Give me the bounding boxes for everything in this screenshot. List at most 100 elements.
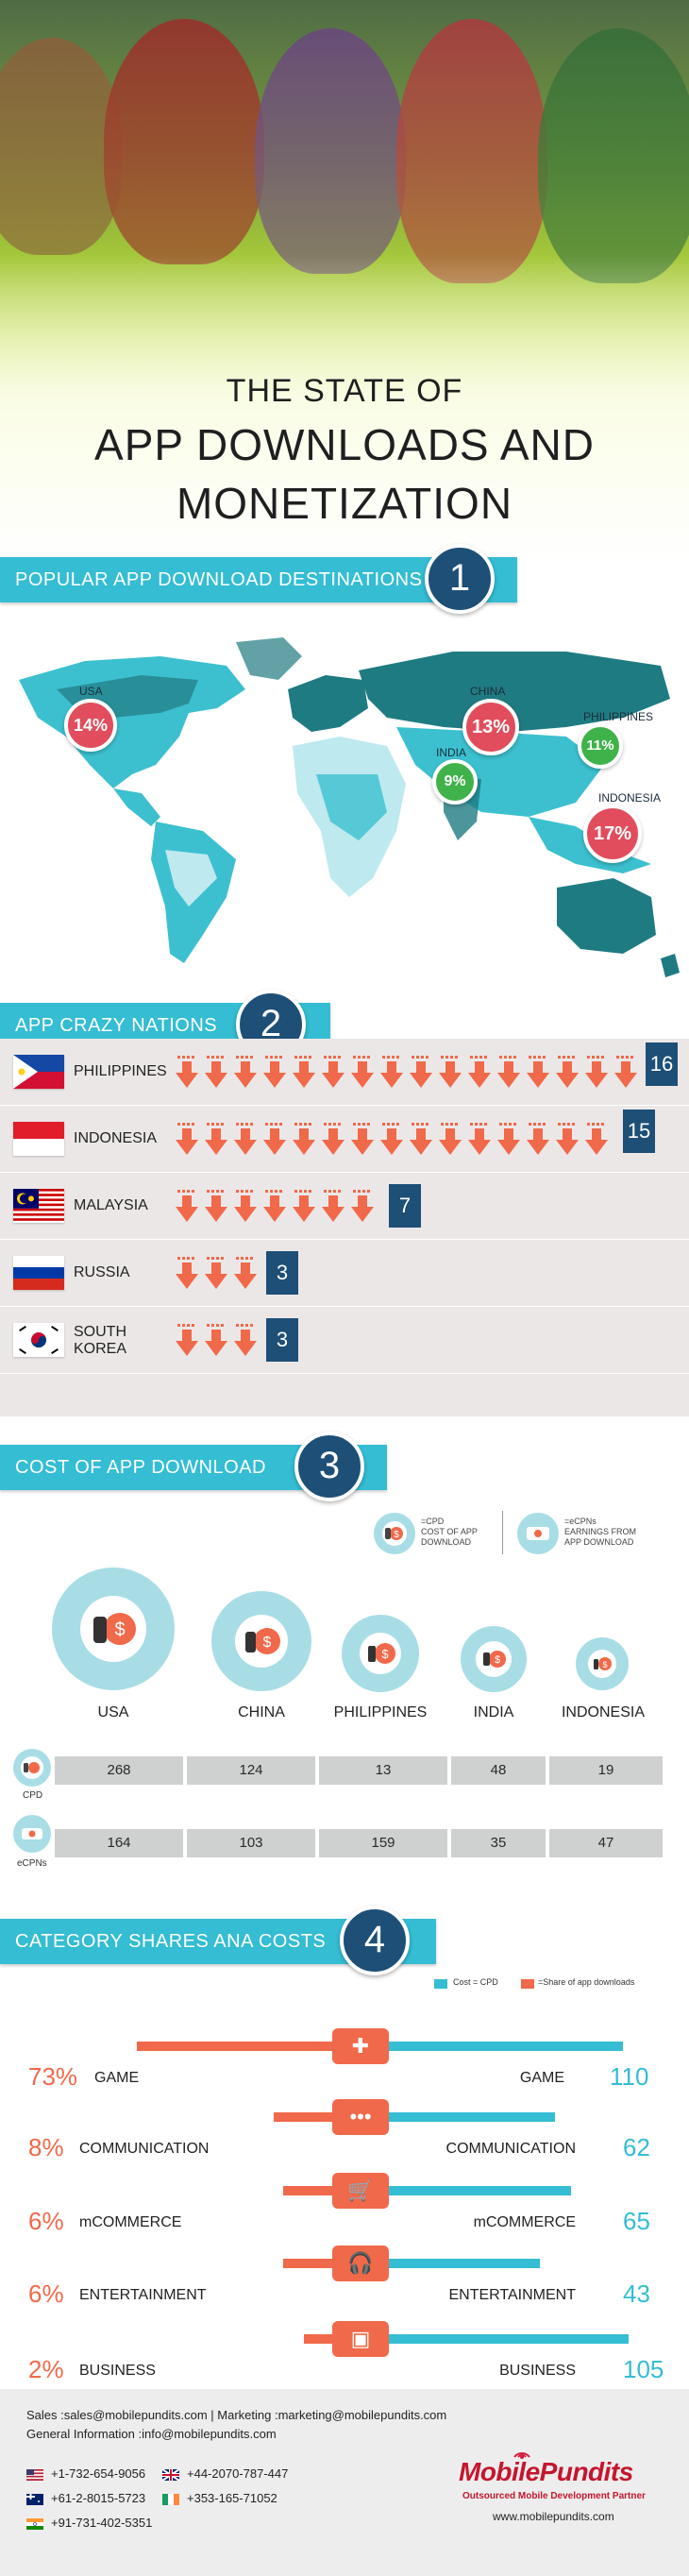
us-flag-icon (26, 2468, 43, 2481)
cpd-legend-line2: COST OF APP (421, 1527, 478, 1536)
cart-icon: 🛒 (332, 2173, 389, 2209)
category-name-left: BUSINESS (79, 2363, 156, 2379)
money-hand-icon: $ (594, 1657, 612, 1670)
ecpn-row-label: eCPNs (17, 1858, 47, 1869)
download-arrow-icon (176, 1123, 198, 1157)
map-bubble-philippines: 11% (578, 723, 623, 769)
brand-logo: MobilePundits (459, 2457, 633, 2486)
svg-text:$: $ (381, 1647, 389, 1661)
nation-row-malaysia: MALAYSIA 7 (0, 1173, 689, 1240)
indonesia-flag-icon (13, 1122, 64, 1156)
cost-country-label: INDIA (473, 1704, 514, 1720)
download-arrow-icon (234, 1324, 257, 1358)
category-name-right: COMMUNICATION (445, 2141, 576, 2157)
ecpn-cell: 103 (187, 1829, 315, 1857)
category-row: 🛒 6% mCOMMERCE mCOMMERCE 65 (0, 2173, 689, 2241)
cost-country-label: CHINA (238, 1704, 285, 1720)
download-arrow-icon (234, 1123, 257, 1157)
category-row: 🎧 6% ENTERTAINMENT ENTERTAINMENT 43 (0, 2246, 689, 2313)
phone-ie: +353-165-71052 (162, 2491, 277, 2505)
brand-website[interactable]: www.mobilepundits.com (493, 2510, 614, 2523)
download-arrow-icon (380, 1123, 403, 1157)
legend-swatch-share (521, 1979, 534, 1989)
share-bar (283, 2186, 361, 2195)
uk-flag-icon (161, 2467, 180, 2482)
category-share: 2% (28, 2355, 64, 2383)
nation-row-indonesia: INDONESIA 15 (0, 1106, 689, 1173)
phone-us-text: +1-732-654-9056 (51, 2466, 146, 2481)
section-3-title: COST OF APP DOWNLOAD (15, 1457, 266, 1478)
cost-bar (361, 2334, 629, 2344)
svg-text:$: $ (602, 1660, 607, 1669)
nation-row-philippines: PHILIPPINES 16 (0, 1039, 689, 1106)
download-arrow-icon (293, 1123, 315, 1157)
download-arrow-icon (468, 1123, 491, 1157)
download-arrow-icon (410, 1056, 432, 1090)
cpd-cell: 124 (187, 1756, 315, 1785)
category-share: 6% (28, 2279, 64, 2308)
download-arrow-icon (497, 1123, 520, 1157)
ecpn-cell: 47 (549, 1829, 663, 1857)
download-arrow-icon (322, 1123, 344, 1157)
malaysia-flag-icon (13, 1189, 64, 1223)
download-arrow-icon (322, 1056, 344, 1090)
section-4-title: CATEGORY SHARES ANA COSTS (15, 1931, 327, 1952)
brand-tagline: Outsourced Mobile Development Partner (462, 2491, 646, 2501)
nation-name-line1: SOUTH (74, 1324, 126, 1340)
signal-icon (510, 2444, 534, 2461)
category-cost: 105 (623, 2355, 664, 2383)
download-arrow-icon (614, 1056, 637, 1090)
nation-name: MALAYSIA (74, 1197, 148, 1213)
hero-title-line1: THE STATE OF (226, 373, 463, 409)
nation-count: 16 (646, 1042, 678, 1086)
nation-count: 7 (389, 1184, 421, 1228)
money-hand-icon: $ (483, 1651, 506, 1668)
download-arrow-icon (293, 1056, 315, 1090)
cpd-row-label: CPD (23, 1790, 43, 1801)
download-arrow-icon (263, 1190, 286, 1224)
legend-divider (502, 1511, 503, 1554)
phone-au: +61-2-8015-5723 (26, 2491, 145, 2505)
phone-in-text: +91-731-402-5351 (51, 2516, 153, 2530)
russia-flag-icon (13, 1256, 64, 1290)
hero-banner: THE STATE OF APP DOWNLOADS AND MONETIZAT… (0, 0, 689, 567)
cpd-cell: 19 (549, 1756, 663, 1785)
cost-bar (361, 2112, 555, 2122)
download-arrow-icon (497, 1056, 520, 1090)
phone-au-text: +61-2-8015-5723 (51, 2491, 146, 2505)
phone-uk-text: +44-2070-787-447 (187, 2466, 289, 2481)
download-arrow-icon (234, 1190, 257, 1224)
nation-count: 15 (623, 1110, 655, 1153)
category-cost: 62 (623, 2133, 650, 2161)
svg-text:$: $ (263, 1635, 272, 1651)
legend-cost-label: Cost = CPD (453, 1977, 498, 1987)
chat-icon: ••• (332, 2099, 389, 2135)
download-arrow-icon (205, 1123, 227, 1157)
money-hand-icon: $ (245, 1628, 280, 1654)
chat-icon-glyph: ••• (349, 2105, 372, 2128)
share-bar (137, 2042, 361, 2051)
hero-title-line3: MONETIZATION (176, 479, 513, 528)
nation-row-russia: RUSSIA 3 (0, 1240, 689, 1307)
cpd-cell: 13 (319, 1756, 447, 1785)
download-arrow-icon (234, 1257, 257, 1291)
download-arrow-icon (585, 1123, 608, 1157)
ireland-flag-icon (162, 2493, 179, 2505)
india-flag-icon (26, 2517, 43, 2530)
briefcase-icon: ▣ (332, 2321, 389, 2357)
download-arrow-icon (351, 1123, 374, 1157)
philippines-flag-icon (13, 1055, 64, 1089)
category-cost: 43 (623, 2279, 650, 2308)
ecpn-legend-line3: APP DOWNLOAD (564, 1537, 634, 1547)
download-arrow-icon (527, 1056, 549, 1090)
legend-swatch-cost (434, 1979, 447, 1989)
cpd-legend-line1: =CPD (421, 1517, 445, 1526)
nation-name: SOUTH KOREA (74, 1324, 126, 1358)
world-map: USA 14% CHINA 13% PHILIPPINES 11% INDIA … (0, 623, 689, 982)
map-label-usa: USA (79, 685, 103, 698)
map-bubble-india: 9% (432, 759, 478, 805)
headphones-icon: 🎧 (332, 2246, 389, 2281)
category-name-right: ENTERTAINMENT (448, 2287, 576, 2303)
download-arrow-icon (556, 1123, 579, 1157)
category-name-left: mCOMMERCE (79, 2214, 182, 2230)
